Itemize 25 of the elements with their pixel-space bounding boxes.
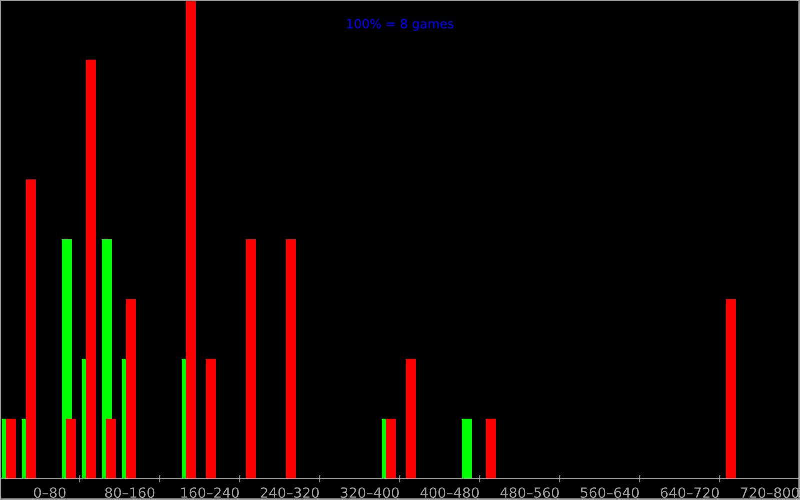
bar bbox=[186, 0, 196, 479]
bar bbox=[6, 419, 16, 479]
bar bbox=[406, 359, 416, 479]
x-tick-label: 80–160 bbox=[105, 488, 155, 498]
x-tick-label: 640–720 bbox=[660, 488, 720, 498]
x-tick-label: 320–400 bbox=[341, 488, 400, 498]
x-tick-label: 0–80 bbox=[34, 488, 66, 498]
x-tick-label: 560–640 bbox=[581, 488, 640, 498]
bar bbox=[26, 180, 36, 479]
bar bbox=[246, 240, 256, 479]
bar bbox=[462, 419, 472, 479]
bar bbox=[286, 240, 296, 479]
x-tick-label: 160–240 bbox=[182, 488, 240, 498]
x-tick-label: 400–480 bbox=[420, 488, 480, 498]
bar bbox=[486, 419, 496, 479]
bar bbox=[66, 419, 76, 479]
bar bbox=[206, 359, 216, 479]
x-tick-label: 240–320 bbox=[261, 488, 320, 498]
bar bbox=[106, 419, 116, 479]
annotation: 100% = 8 games bbox=[347, 19, 454, 32]
x-tick-label: 480–560 bbox=[500, 488, 560, 498]
bar bbox=[386, 419, 396, 479]
bar bbox=[726, 299, 736, 479]
bar bbox=[86, 60, 96, 479]
bar bbox=[126, 299, 136, 479]
